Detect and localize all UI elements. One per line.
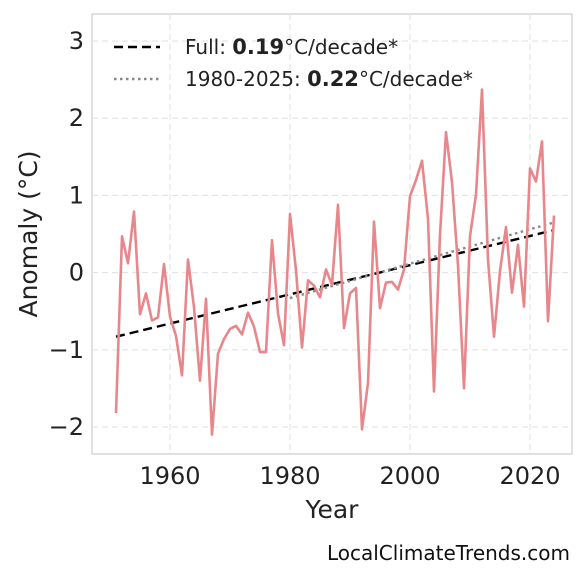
x-tick-label: 2000 xyxy=(379,462,440,490)
legend-full-suffix: °C/decade* xyxy=(284,35,398,59)
trend-lines xyxy=(115,221,555,338)
legend: Full: 0.19°C/decade* 1980-2025: 0.22°C/d… xyxy=(114,35,473,91)
y-tick-label: 3 xyxy=(69,27,84,55)
trend-line-full xyxy=(115,228,555,338)
y-tick-label: 1 xyxy=(69,181,84,209)
plot-frame xyxy=(91,13,573,455)
trend-line-recent xyxy=(289,221,555,300)
legend-full-value: 0.19 xyxy=(232,35,284,59)
site-credit: LocalClimateTrends.com xyxy=(327,541,570,565)
y-axis-title: Anomaly (°C) xyxy=(14,150,43,317)
y-tick-label: −2 xyxy=(49,413,84,441)
legend-recent-value: 0.22 xyxy=(307,67,359,91)
legend-full-prefix: Full: xyxy=(185,35,232,59)
x-axis-ticks: 1960 1980 2000 2020 xyxy=(139,462,560,490)
x-tick-label: 2020 xyxy=(499,462,560,490)
y-axis-ticks: −2 −1 0 1 2 3 xyxy=(49,27,84,441)
legend-recent-prefix: 1980-2025: xyxy=(185,67,307,91)
legend-recent-suffix: °C/decade* xyxy=(359,67,473,91)
x-tick-label: 1960 xyxy=(139,462,200,490)
y-tick-label: 2 xyxy=(69,104,84,132)
y-tick-label: −1 xyxy=(49,336,84,364)
legend-label-recent: 1980-2025: 0.22°C/decade* xyxy=(185,67,473,91)
y-tick-label: 0 xyxy=(69,259,84,287)
x-axis-title: Year xyxy=(305,495,360,524)
anomaly-series-line xyxy=(114,88,556,437)
legend-label-full: Full: 0.19°C/decade* xyxy=(185,35,398,59)
data-series xyxy=(114,88,556,437)
x-tick-label: 1980 xyxy=(259,462,320,490)
